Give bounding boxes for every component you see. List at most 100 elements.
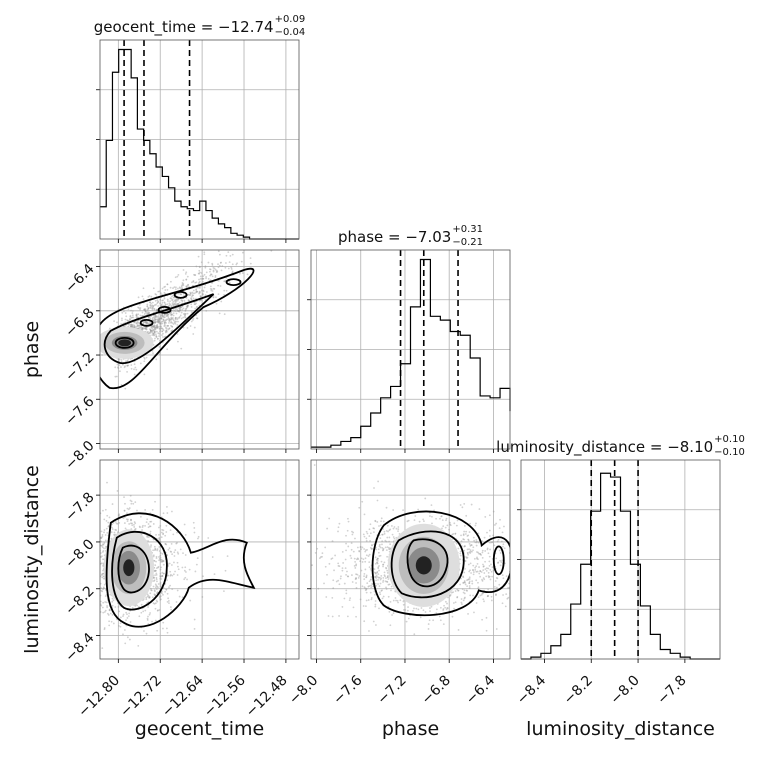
scatter-point [388,536,391,539]
scatter-point [147,307,150,309]
scatter-point [130,518,132,521]
scatter-point [225,254,228,257]
scatter-point [104,601,107,603]
scatter-point [153,321,156,324]
scatter-point [385,529,388,532]
scatter-point [163,336,166,338]
scatter-point [172,314,175,317]
scatter-point [138,324,141,327]
scatter-point [153,322,156,324]
scatter-point [359,560,362,563]
scatter-point [92,556,94,558]
scatter-point [514,587,516,589]
scatter-point [368,535,371,537]
scatter-point [363,578,366,581]
scatter-point [463,538,466,541]
scatter-point [130,323,133,326]
scatter-point [89,531,91,533]
scatter-point [177,287,179,290]
scatter-point [149,592,152,595]
scatter-point [159,298,162,301]
scatter-point [172,323,175,325]
scatter-point [375,559,378,561]
scatter-point [145,322,147,324]
scatter-point [376,570,379,573]
scatter-point [142,610,145,613]
scatter-point [155,576,158,579]
scatter-point [369,546,372,549]
scatter-point [163,314,166,316]
scatter-point [170,573,172,576]
scatter-point [476,551,478,553]
scatter-point [156,585,159,588]
scatter-point [102,575,105,578]
scatter-point [480,593,483,596]
scatter-point [194,303,197,306]
scatter-point [127,615,130,618]
scatter-point [501,531,504,534]
scatter-point [370,596,373,599]
scatter-point [124,318,127,321]
scatter-point [102,558,104,561]
scatter-point [118,514,120,517]
scatter-point [152,352,154,355]
scatter-point [158,313,160,315]
y-tick-label: −6.8 [62,305,97,340]
scatter-point [135,313,138,316]
scatter-point [148,312,151,315]
scatter-point [117,514,120,517]
scatter-point [154,574,156,577]
scatter-point [390,525,393,527]
scatter-point [186,304,189,307]
scatter-point [395,527,398,530]
scatter-point [474,541,477,544]
scatter-point [153,589,156,592]
scatter-point [359,545,362,548]
scatter-point [101,533,104,536]
scatter-point [156,316,159,318]
scatter-point [195,297,197,300]
scatter-point [162,318,165,321]
scatter-point [163,322,166,324]
scatter-point [152,555,155,558]
scatter-point [180,311,183,314]
scatter-point [81,618,83,620]
scatter-point [199,295,202,297]
scatter-point [382,581,384,583]
scatter-point [149,545,152,548]
x-tick-label: −12.64 [159,672,207,720]
scatter-point [194,274,197,276]
scatter-point [182,292,185,295]
scatter-point [563,606,565,608]
scatter-point [445,608,448,611]
scatter-point [149,330,152,333]
scatter-point [90,582,92,584]
scatter-point [166,325,169,327]
scatter-point [146,305,149,307]
scatter-point [382,563,384,566]
scatter-point [147,606,149,608]
scatter-point [156,319,159,321]
scatter-point [456,596,459,598]
scatter-point [196,306,198,309]
scatter-point [160,292,162,295]
scatter-point [177,340,179,343]
scatter-point [173,555,176,557]
scatter-point [168,602,170,605]
scatter-point [148,311,151,314]
scatter-point [134,528,137,530]
scatter-point [240,260,243,263]
scatter-point [135,325,138,328]
scatter-point [114,375,117,378]
scatter-point [375,624,377,626]
scatter-point [378,569,380,572]
scatter-point [337,526,340,529]
scatter-point [88,572,90,574]
scatter-point [495,576,498,579]
scatter-point [171,553,174,556]
scatter-point [331,540,334,543]
scatter-point [150,587,152,590]
scatter-point [435,612,438,615]
scatter-point [173,309,176,312]
scatter-point [487,575,490,577]
